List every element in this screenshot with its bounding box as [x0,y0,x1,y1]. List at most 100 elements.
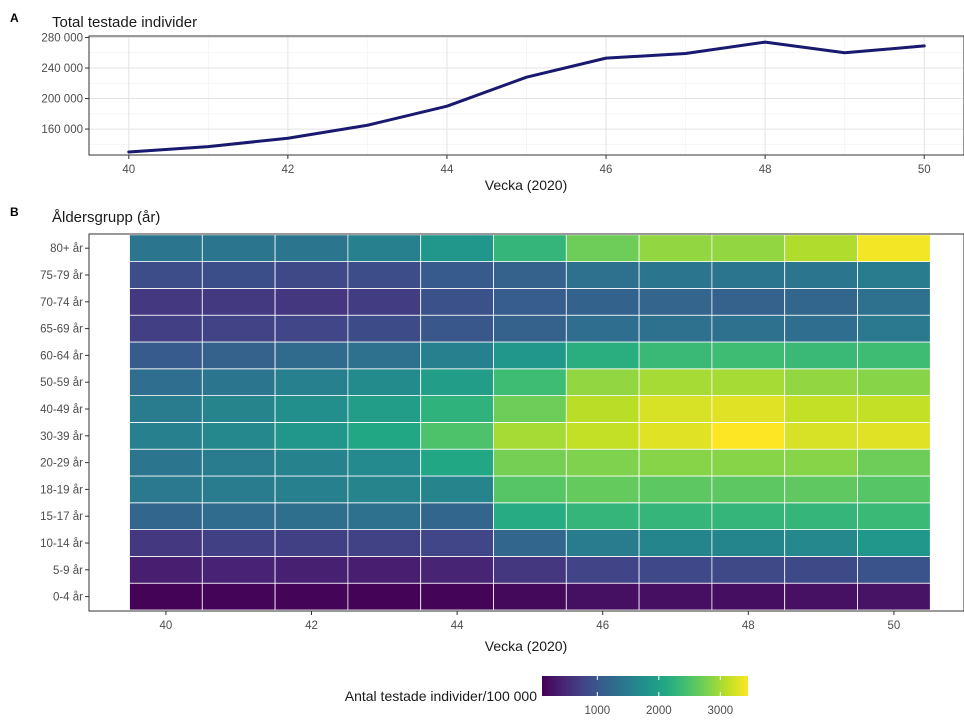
heatmap-cell [274,502,349,530]
heatmap-cell [420,556,494,584]
panel-a-title: Total testade individer [52,14,197,31]
heatmap-cell [347,421,422,450]
heatmap-cell [493,582,567,611]
heatmap-cell [638,502,713,530]
heatmap-cell [129,341,203,370]
panel-a-y-ticks: 160 000 200 000 240 000 280 000 [41,33,89,136]
heatmap-cell [784,314,858,343]
heatmap-cell [274,421,349,450]
heatmap-cell [129,448,203,477]
heatmap-cell [784,421,858,450]
heatmap-cell [711,448,786,477]
heatmap-cell [347,448,422,477]
heatmap-cell [857,556,931,584]
colorbar-tick-label: 3000 [708,705,734,717]
heatmap-cell [347,502,422,530]
heatmap-cell [201,368,276,396]
heatmap-cell [638,287,713,316]
heatmap-cell [274,261,349,289]
heatmap-cell [784,556,858,584]
heatmap-cell [638,368,713,396]
heatmap-cell [274,582,349,611]
heatmap-cell [493,448,567,477]
heatmap-cell [201,234,276,263]
x-tick-label: 48 [742,620,755,632]
heatmap-cell [638,475,713,504]
heatmap-cell [129,314,203,343]
y-tick-label: 40-49 år [40,404,83,416]
x-tick-label: 50 [888,620,901,632]
heatmap-cell [857,502,931,530]
heatmap-cell [420,475,494,504]
y-tick-label: 15-17 år [40,511,83,523]
heatmap-cell [129,261,203,289]
heatmap-cell [493,341,567,370]
heatmap-cell [857,234,931,263]
panel-b-border [88,233,964,612]
heatmap-cell [201,529,276,557]
heatmap-cell [711,287,786,316]
heatmap-cell [711,368,786,396]
y-tick-label: 280 000 [41,33,83,45]
heatmap-cell [784,395,858,423]
heatmap-cell [274,314,349,343]
heatmap-cell [638,341,713,370]
heatmap-cell [274,234,349,263]
heatmap-cell [274,475,349,504]
heatmap-cell [201,556,276,584]
heatmap-cell [638,395,713,423]
panel-b-tag: B [10,205,19,219]
x-tick-label: 40 [160,620,173,632]
heatmap-cell [201,395,276,423]
heatmap-cell [201,261,276,289]
y-tick-label: 10-14 år [40,538,83,550]
heatmap-cell [857,421,931,450]
x-tick-label: 46 [600,164,613,176]
colorbar-ticks: 1000 2000 3000 [585,676,734,717]
heatmap-cell [347,475,422,504]
heatmap-cell [493,314,567,343]
heatmap-cell [420,314,494,343]
heatmap-cell [201,287,276,316]
heatmap-cell [857,582,931,611]
heatmap-cell [493,368,567,396]
y-tick-label: 65-69 år [40,324,83,336]
y-tick-label: 200 000 [41,94,83,106]
heatmap-cell [711,475,786,504]
panel-a-grid [89,36,964,155]
heatmap-cell [129,234,203,263]
heatmap-cell [347,234,422,263]
heatmap-cell [493,421,567,450]
heatmap-cell [420,448,494,477]
heatmap-cell [565,556,640,584]
panel-a-x-ticks: 40 42 44 46 48 50 [122,155,931,176]
heatmap-cell [420,368,494,396]
colorbar-legend: Antal testade individer/100 000 1000 2000… [345,676,748,717]
heatmap-cell [129,287,203,316]
heatmap-cell [274,529,349,557]
x-tick-label: 44 [441,164,454,176]
heatmap-cell [274,395,349,423]
heatmap-cell [347,529,422,557]
heatmap-cell [420,421,494,450]
heatmap-cell [347,341,422,370]
heatmap-cell [274,287,349,316]
heatmap-cell [129,529,203,557]
heatmap-cell [420,502,494,530]
x-tick-label: 40 [122,164,135,176]
y-tick-label: 60-64 år [40,350,83,362]
heatmap-cell [638,582,713,611]
heatmap-cell [274,448,349,477]
heatmap-cell [638,261,713,289]
y-tick-label: 0-4 år [53,592,83,604]
heatmap-cell [565,368,640,396]
total-tested-line [127,40,926,154]
heatmap-cell [201,582,276,611]
heatmap-cell [784,448,858,477]
panel-b-x-ticks: 40 42 44 46 48 50 [160,611,901,632]
heatmap-cell [493,287,567,316]
heatmap-cell [784,475,858,504]
heatmap-cell [638,556,713,584]
heatmap-cell [347,368,422,396]
